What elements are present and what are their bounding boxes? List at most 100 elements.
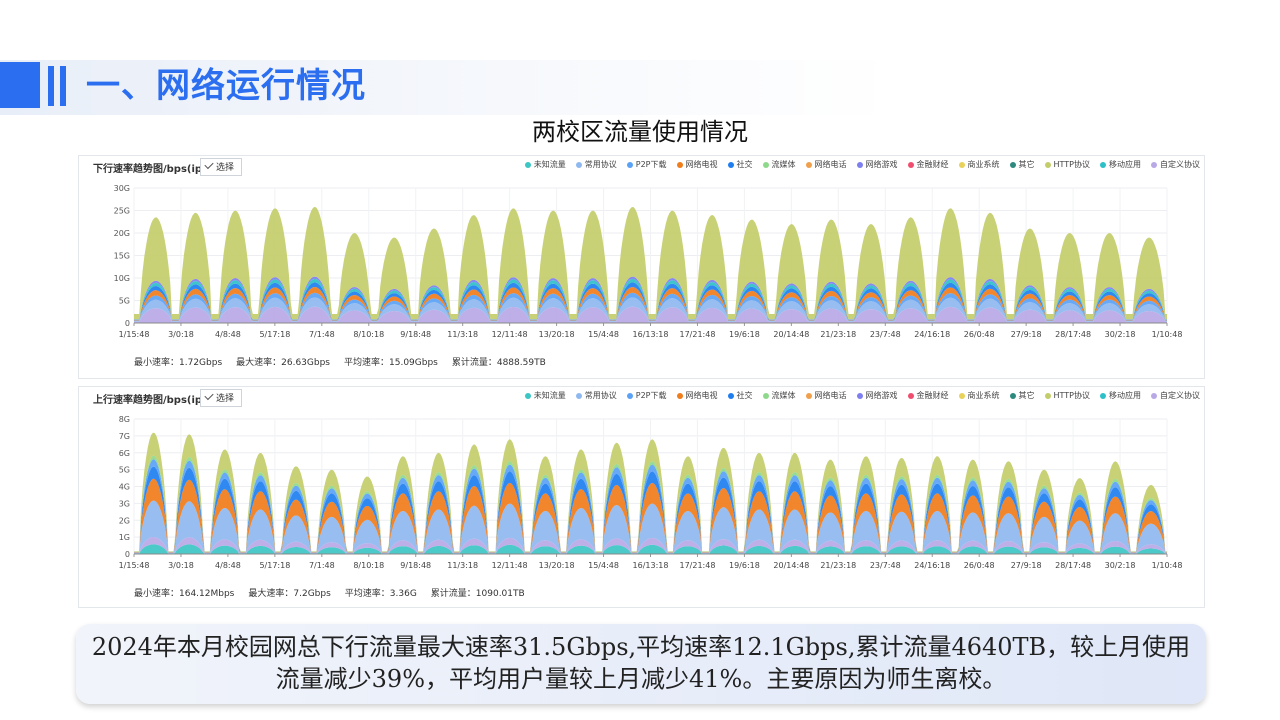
legend-item[interactable]: 网络电视 <box>676 159 718 170</box>
panel-title: 上行速率趋势图/bps(ipt <box>93 395 207 406</box>
stat-avg: 平均速率：3.36G <box>344 589 417 599</box>
legend-item[interactable]: 流媒体 <box>762 159 796 170</box>
legend-item[interactable]: 常用协议 <box>575 159 617 170</box>
x-tick-label: 1/15:48 <box>119 561 150 570</box>
panel-title: 下行速率趋势图/bps(ipt <box>93 164 207 175</box>
legend-dot-icon <box>1100 161 1106 168</box>
legend-dot-icon <box>958 161 965 168</box>
x-tick-label: 9/18:48 <box>400 330 431 339</box>
legend-item[interactable]: 自定义协议 <box>1151 390 1200 401</box>
legend-item[interactable]: 移动应用 <box>1100 390 1141 401</box>
x-tick-label: 19/6:18 <box>729 561 760 570</box>
x-tick-label: 24/16:18 <box>914 330 950 339</box>
legend-dot-icon <box>727 161 734 168</box>
x-tick-label: 17/21:48 <box>679 330 715 339</box>
page-title: 一、网络运行情况 <box>86 66 366 106</box>
y-tick-label: 1G <box>119 533 130 542</box>
legend-dot-icon <box>856 392 863 399</box>
x-tick-label: 11/3:18 <box>447 561 478 570</box>
stat-max: 最大速率：26.63Gbps <box>236 358 330 368</box>
legend-item[interactable]: 金融财经 <box>907 390 949 401</box>
x-tick-label: 8/10:18 <box>353 561 384 570</box>
legend-item[interactable]: 网络游戏 <box>856 390 898 401</box>
x-tick-label: 26/0:48 <box>964 561 995 570</box>
series-area-5 <box>134 278 1167 320</box>
legend-item[interactable]: 未知流量 <box>524 159 566 170</box>
x-tick-label: 21/23:18 <box>820 561 856 570</box>
series-area-2 <box>134 500 1167 554</box>
series-area-2 <box>134 292 1167 322</box>
legend-dot-icon <box>762 161 769 168</box>
x-tick-label: 1/15:48 <box>119 330 150 339</box>
legend-item[interactable]: P2P下载 <box>626 390 667 401</box>
y-tick-label: 25G <box>114 207 130 216</box>
legend-label: 金融财经 <box>916 160 949 169</box>
legend-dot-icon <box>762 392 769 399</box>
legend-label: P2P下载 <box>635 391 667 400</box>
x-tick-label: 23/7:48 <box>870 561 901 570</box>
legend-item[interactable]: 自定义协议 <box>1151 159 1200 170</box>
x-tick-label: 16/13:18 <box>633 330 669 339</box>
legend-item[interactable]: 流媒体 <box>762 390 796 401</box>
legend-item[interactable]: 未知流量 <box>524 390 566 401</box>
legend-dot-icon <box>575 161 582 168</box>
legend-item[interactable]: 社交 <box>727 159 753 170</box>
legend-dot-icon <box>524 392 531 399</box>
legend-item[interactable]: 网络电视 <box>676 390 718 401</box>
legend-label: 常用协议 <box>584 160 617 169</box>
downlink-chart: 0 5G 10G 15G 20G 25G 30G 1/15:48 3/0:18 4/8:48 5/1… <box>114 184 1183 339</box>
legend-label: 网络游戏 <box>865 391 898 400</box>
y-tick-label: 8G <box>119 415 130 424</box>
select-label: 选择 <box>216 394 235 404</box>
title-block-icon <box>0 62 40 108</box>
legend-item[interactable]: 移动应用 <box>1100 159 1141 170</box>
legend-item[interactable]: 金融财经 <box>907 159 949 170</box>
title-stripe-icon <box>48 66 54 106</box>
stat-total: 累计流量：4888.59TB <box>451 358 546 368</box>
x-tick-label: 12/11:48 <box>492 561 528 570</box>
legend-dot-icon <box>524 161 531 168</box>
uplink-stats: 最小速率：164.12Mbps 最大速率：7.2Gbps 平均速率：3.36G … <box>134 586 525 599</box>
legend-item[interactable]: 网络游戏 <box>856 159 898 170</box>
legend: 未知流量 常用协议 P2P下载 网络电视 社交 流媒体 网络电话 网络游戏 金融财经 商业系统 其它… <box>524 159 1200 170</box>
legend-item[interactable]: 网络电话 <box>805 159 847 170</box>
legend-label: 流媒体 <box>771 160 796 169</box>
legend-dot-icon <box>805 392 812 399</box>
select-button[interactable]: 选择 <box>200 158 242 176</box>
legend-label: 常用协议 <box>584 391 617 400</box>
legend-dot-icon <box>676 161 683 168</box>
legend-dot-icon <box>907 161 914 168</box>
x-tick-label: 27/9:18 <box>1011 330 1042 339</box>
legend-label: HTTP协议 <box>1053 391 1090 400</box>
legend-item[interactable]: 商业系统 <box>958 390 1000 401</box>
downlink-stats: 最小速率：1.72Gbps 最大速率：26.63Gbps 平均速率：15.09G… <box>134 355 546 368</box>
x-tick-label: 12/11:48 <box>492 330 528 339</box>
x-tick-label: 30/2:18 <box>1105 561 1136 570</box>
select-button[interactable]: 选择 <box>200 389 242 407</box>
y-tick-label: 2G <box>119 516 130 525</box>
legend-item[interactable]: 社交 <box>727 390 753 401</box>
legend-dot-icon <box>1009 161 1016 168</box>
y-tick-label: 3G <box>119 499 130 508</box>
legend-dot-icon <box>1151 161 1157 168</box>
stat-avg: 平均速率：15.09Gbps <box>344 358 438 368</box>
legend-item[interactable]: HTTP协议 <box>1044 159 1090 170</box>
x-tick-label: 15/4:48 <box>588 330 619 339</box>
legend-item[interactable]: HTTP协议 <box>1044 390 1090 401</box>
y-tick-label: 5G <box>119 297 130 306</box>
legend-item[interactable]: 其它 <box>1009 159 1035 170</box>
summary-box: 2024年本月校园网总下行流量最大速率31.5Gbps,平均速率12.1Gbps… <box>76 624 1206 704</box>
legend-item[interactable]: 商业系统 <box>958 159 1000 170</box>
legend-item[interactable]: 常用协议 <box>575 390 617 401</box>
summary-text: 2024年本月校园网总下行流量最大速率31.5Gbps,平均速率12.1Gbps… <box>91 633 1191 693</box>
legend-item[interactable]: P2P下载 <box>626 159 667 170</box>
legend-item[interactable]: 网络电话 <box>805 390 847 401</box>
title-band <box>0 60 1280 115</box>
legend-item[interactable]: 其它 <box>1009 390 1035 401</box>
legend-label: 网络游戏 <box>865 160 898 169</box>
legend-label: 网络电视 <box>685 391 718 400</box>
legend-dot-icon <box>856 161 863 168</box>
x-tick-label: 16/13:18 <box>633 561 669 570</box>
x-tick-label: 9/18:48 <box>400 561 431 570</box>
legend-label: 商业系统 <box>967 160 1000 169</box>
